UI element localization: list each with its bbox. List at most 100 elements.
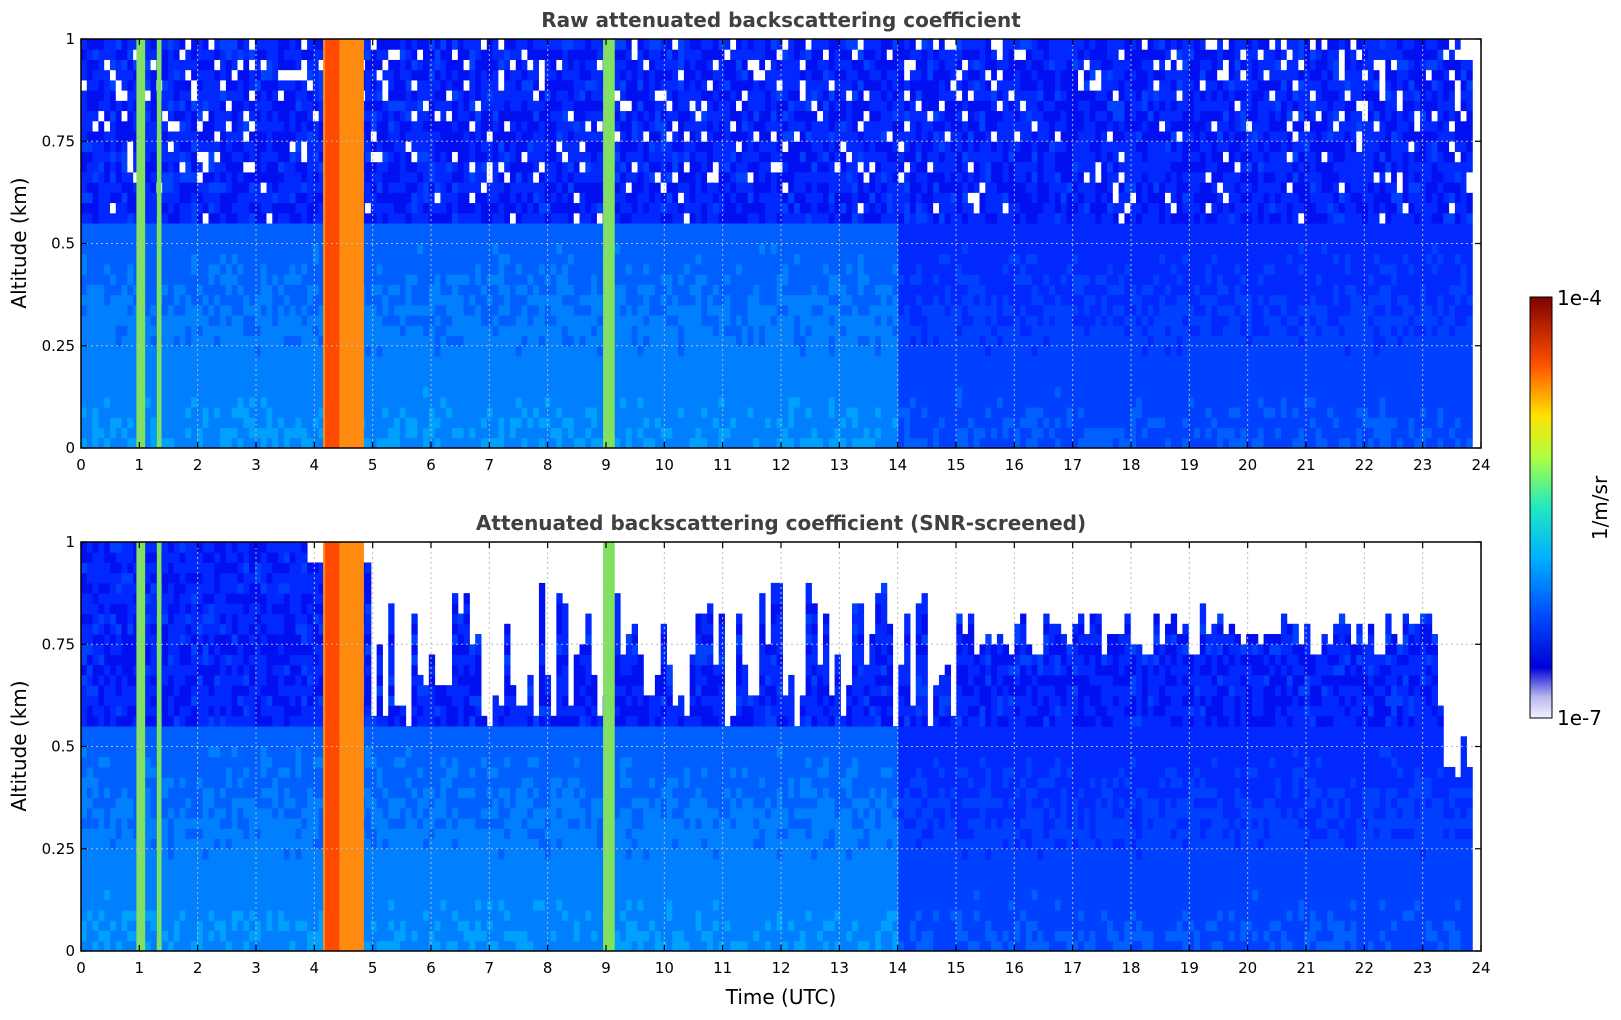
heat-cell [521, 243, 528, 255]
heat-cell [278, 396, 285, 408]
heat-cell [585, 253, 592, 265]
panel-raw: Raw attenuated backscattering coefficien… [7, 8, 1491, 474]
heat-cell [388, 69, 395, 81]
heat-cell [788, 315, 795, 326]
heat-cell [283, 39, 291, 50]
heat-cell [770, 396, 778, 408]
heat-cell [173, 131, 181, 142]
heat-cell [480, 376, 488, 388]
heat-cell [254, 427, 262, 439]
heat-cell [678, 212, 685, 224]
heat-cell [782, 376, 789, 388]
heat-cell [567, 437, 575, 449]
heat-cell [504, 386, 511, 398]
heat-cell [556, 39, 563, 50]
heat-cell [765, 345, 772, 357]
heat-cell [515, 202, 523, 214]
heat-cell [191, 100, 198, 112]
heat-cell [631, 253, 638, 265]
heat-cell [266, 417, 273, 429]
heat-cell [573, 141, 581, 152]
heat-cell [596, 171, 604, 183]
heat-cell [104, 192, 111, 204]
heat-cell [394, 284, 401, 296]
heat-cell [214, 386, 221, 398]
heat-cell [556, 274, 563, 285]
heat-cell [266, 274, 273, 285]
heat-cell [666, 386, 673, 398]
heat-cell [620, 325, 627, 337]
heat-cell [475, 437, 482, 449]
heat-cell [220, 151, 227, 163]
heat-cell [712, 151, 720, 163]
heat-cell [538, 192, 546, 204]
heat-cell [631, 233, 638, 244]
heat-cell [278, 100, 285, 112]
heat-cell [498, 407, 505, 418]
heat-cell [718, 192, 725, 204]
heat-cell [243, 100, 250, 112]
heat-cell [527, 376, 534, 388]
heat-cell [382, 376, 389, 388]
heat-cell [394, 253, 401, 265]
heat-cell [365, 202, 372, 214]
heat-cell [782, 253, 789, 265]
heat-cell [301, 345, 308, 357]
heat-cell [486, 396, 494, 408]
heat-cell [521, 233, 528, 244]
heat-cell [307, 263, 314, 275]
heat-cell [591, 182, 598, 193]
heat-cell [278, 182, 285, 193]
heat-cell [376, 151, 383, 163]
heat-cell [689, 151, 696, 163]
heat-cell [759, 141, 766, 152]
heat-cell [237, 212, 244, 224]
heat-cell [469, 335, 476, 347]
heat-cell [799, 345, 807, 357]
heat-cell [225, 304, 233, 316]
heat-cell [394, 243, 401, 255]
heat-cell [747, 131, 754, 142]
heat-cell [759, 49, 766, 60]
heat-cell [249, 263, 256, 275]
heat-cell [388, 284, 395, 296]
heat-cell [173, 315, 181, 326]
heat-cell [573, 345, 581, 357]
heat-cell [567, 120, 575, 132]
heat-cell [620, 212, 627, 224]
heat-cell [637, 437, 644, 449]
heat-cell [533, 253, 540, 265]
heat-cell [167, 192, 175, 204]
heat-cell [231, 233, 239, 244]
heat-cell [127, 202, 134, 214]
heat-cell [121, 294, 128, 306]
heat-cell [515, 396, 523, 408]
heat-cell [654, 100, 662, 112]
heat-cell [585, 90, 592, 101]
heat-cell [469, 345, 476, 357]
heat-cell [712, 304, 720, 316]
heat-cell [185, 345, 192, 357]
heat-cell [654, 90, 662, 101]
heat-cell [625, 79, 633, 91]
heat-cell [504, 192, 511, 204]
heat-cell [457, 427, 465, 439]
heat-cell [614, 182, 621, 193]
heat-cell [191, 274, 198, 285]
heat-cell [104, 263, 111, 275]
heat-cell [753, 171, 760, 183]
heat-cell [492, 335, 499, 347]
heat-cell [469, 110, 476, 122]
heat-cell [672, 335, 679, 347]
heat-cell [724, 79, 731, 91]
heat-cell [388, 407, 395, 418]
heat-cell [504, 366, 511, 377]
heat-cell [191, 202, 198, 214]
heat-cell [231, 437, 239, 449]
heat-cell [388, 161, 395, 173]
heat-cell [672, 437, 679, 449]
heat-cell [92, 223, 99, 234]
heat-cell [225, 315, 233, 326]
heat-cell [133, 233, 140, 244]
heat-cell [637, 69, 644, 81]
